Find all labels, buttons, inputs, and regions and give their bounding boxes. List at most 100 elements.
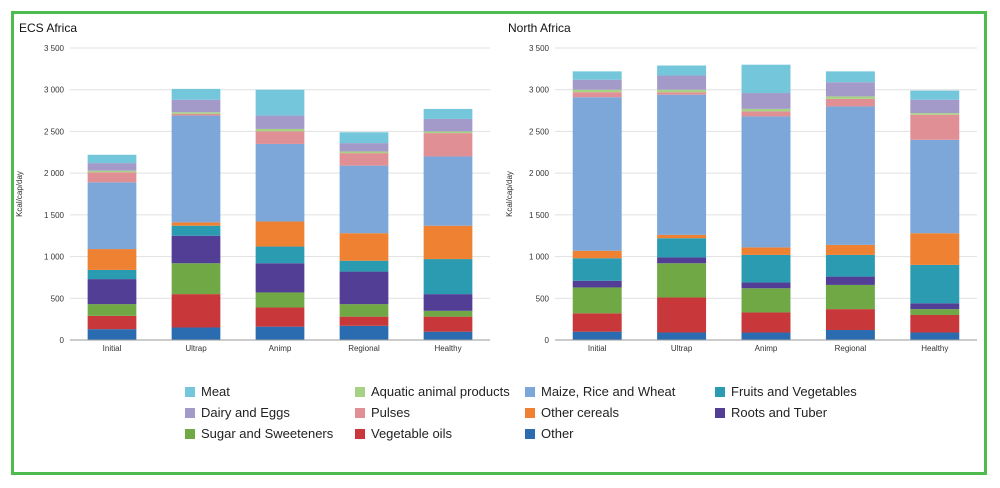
legend-swatch bbox=[355, 386, 365, 397]
chart-1-bar-aquatic-animal-products bbox=[87, 170, 137, 173]
legend-label: Aquatic animal products bbox=[371, 384, 510, 399]
chart-1-ytick-label: 1 000 bbox=[44, 253, 65, 262]
legend-swatch bbox=[185, 407, 195, 418]
chart-1-ytick-label: 0 bbox=[60, 336, 65, 345]
chart-2-ytick-label: 2 000 bbox=[529, 169, 550, 178]
chart-2-bar-other-cereals bbox=[910, 233, 960, 265]
chart-2-bar-maize-rice-and-wheat bbox=[741, 116, 791, 248]
chart-2-bar-aquatic-animal-products bbox=[741, 108, 791, 112]
legend-label: Pulses bbox=[371, 405, 411, 420]
chart-1-ytick-label: 2 500 bbox=[44, 127, 65, 136]
chart-2-bar-fruits-and-vegetables bbox=[910, 264, 960, 304]
chart-2-bar-sugar-and-sweeteners bbox=[657, 263, 707, 298]
chart-2-bar-other bbox=[910, 332, 960, 340]
chart-1-bar-other-cereals bbox=[339, 233, 389, 261]
chart-2-bar-maize-rice-and-wheat bbox=[572, 97, 622, 251]
chart-1-bar-meat bbox=[87, 154, 137, 164]
legend-label: Maize, Rice and Wheat bbox=[541, 384, 676, 399]
chart-1-bar-roots-and-tuber bbox=[339, 271, 389, 305]
chart-1-xtick-label: Initial bbox=[103, 344, 122, 353]
legend-item: Vegetable oils bbox=[355, 426, 452, 441]
chart-1-bar-other bbox=[255, 326, 305, 340]
chart-2-bar-pulses bbox=[572, 92, 622, 98]
chart-1-bar-fruits-and-vegetables bbox=[87, 269, 137, 280]
legend-swatch bbox=[715, 386, 725, 397]
chart-2-ytick-label: 2 500 bbox=[529, 127, 550, 136]
legend-label: Dairy and Eggs bbox=[201, 405, 290, 420]
chart-1-bar-vegetable-oils bbox=[423, 316, 473, 332]
chart-2-bar-other-cereals bbox=[572, 250, 622, 259]
chart-1-bar-fruits-and-vegetables bbox=[255, 246, 305, 264]
chart-1-ytick-label: 3 500 bbox=[44, 44, 65, 53]
chart-2-bar-other bbox=[741, 332, 791, 340]
legend-item: Fruits and Vegetables bbox=[715, 384, 857, 399]
chart-1-bar-maize-rice-and-wheat bbox=[423, 156, 473, 226]
chart-1-xtick-label: Regional bbox=[348, 344, 380, 353]
chart-1-bar-sugar-and-sweeteners bbox=[339, 304, 389, 317]
chart-2-bar-vegetable-oils bbox=[657, 297, 707, 333]
chart-2-bar-sugar-and-sweeteners bbox=[825, 284, 875, 310]
chart-1-ytick-label: 1 500 bbox=[44, 211, 65, 220]
chart-2-bar-vegetable-oils bbox=[825, 309, 875, 330]
chart-2-title: North Africa bbox=[508, 21, 571, 35]
chart-2-bar-pulses bbox=[825, 98, 875, 107]
chart-1-bar-sugar-and-sweeteners bbox=[171, 263, 221, 295]
legend-label: Roots and Tuber bbox=[731, 405, 828, 420]
legend-swatch bbox=[355, 428, 365, 439]
chart-1-bar-other bbox=[171, 327, 221, 340]
legend-label: Fruits and Vegetables bbox=[731, 384, 857, 399]
chart-1-ytick-label: 3 000 bbox=[44, 86, 65, 95]
legend-item: Maize, Rice and Wheat bbox=[525, 384, 675, 399]
chart-2-bar-aquatic-animal-products bbox=[572, 89, 622, 93]
chart-2-ytick-label: 1 000 bbox=[529, 253, 550, 262]
chart-1-bar-maize-rice-and-wheat bbox=[171, 115, 221, 223]
chart-2-bar-roots-and-tuber bbox=[572, 280, 622, 288]
chart-2-bar-meat bbox=[910, 90, 960, 100]
chart-2-bar-dairy-and-eggs bbox=[572, 79, 622, 90]
chart-2-ytick-label: 3 500 bbox=[529, 44, 550, 53]
chart-1-bar-aquatic-animal-products bbox=[255, 128, 305, 132]
chart-1-bar-aquatic-animal-products bbox=[171, 112, 221, 114]
legend-swatch bbox=[715, 407, 725, 418]
chart-2-bar-vegetable-oils bbox=[741, 312, 791, 333]
chart-2-bar-roots-and-tuber bbox=[910, 303, 960, 310]
chart-2-bar-roots-and-tuber bbox=[825, 276, 875, 285]
legend-item: Roots and Tuber bbox=[715, 405, 827, 420]
chart-2-xtick-label: Animp bbox=[755, 344, 778, 353]
chart-1-bar-maize-rice-and-wheat bbox=[87, 182, 137, 250]
chart-2-bar-fruits-and-vegetables bbox=[741, 254, 791, 283]
chart-1-bar-pulses bbox=[87, 172, 137, 183]
chart-1-bar-fruits-and-vegetables bbox=[423, 259, 473, 295]
chart-1-bar-meat bbox=[255, 89, 305, 116]
chart-2-xtick-label: Initial bbox=[588, 344, 607, 353]
chart-1-xtick-label: Healthy bbox=[434, 344, 461, 353]
chart-2-bar-aquatic-animal-products bbox=[910, 113, 960, 115]
chart-2-bar-aquatic-animal-products bbox=[825, 96, 875, 99]
legend-item: Dairy and Eggs bbox=[185, 405, 290, 420]
legend-item: Sugar and Sweeteners bbox=[185, 426, 333, 441]
chart-2-bar-vegetable-oils bbox=[910, 314, 960, 333]
chart-1-bar-maize-rice-and-wheat bbox=[339, 165, 389, 234]
chart-1-title: ECS Africa bbox=[19, 21, 77, 35]
chart-1-bar-maize-rice-and-wheat bbox=[255, 143, 305, 222]
chart-1-bar-pulses bbox=[171, 113, 221, 116]
chart-1-bar-roots-and-tuber bbox=[87, 279, 137, 305]
chart-1-bar-vegetable-oils bbox=[87, 315, 137, 330]
chart-1-bar-vegetable-oils bbox=[339, 316, 389, 326]
chart-2-xtick-label: Ultrap bbox=[671, 344, 693, 353]
legend-item: Other cereals bbox=[525, 405, 619, 420]
chart-2-bar-other-cereals bbox=[657, 234, 707, 239]
chart-1-bar-meat bbox=[423, 108, 473, 119]
chart-2-bar-pulses bbox=[741, 111, 791, 117]
chart-1-bar-other bbox=[423, 331, 473, 340]
legend-swatch bbox=[355, 407, 365, 418]
chart-1-bar-vegetable-oils bbox=[255, 307, 305, 327]
chart-2-ytick-label: 500 bbox=[536, 294, 550, 303]
legend-swatch bbox=[525, 407, 535, 418]
chart-2-ylabel: Kcal/cap/day bbox=[505, 171, 514, 217]
chart-2-bar-aquatic-animal-products bbox=[657, 89, 707, 93]
legend-swatch bbox=[185, 386, 195, 397]
chart-1-bar-roots-and-tuber bbox=[423, 294, 473, 311]
chart-1-bar-sugar-and-sweeteners bbox=[255, 292, 305, 308]
chart-2-bar-other bbox=[825, 329, 875, 340]
